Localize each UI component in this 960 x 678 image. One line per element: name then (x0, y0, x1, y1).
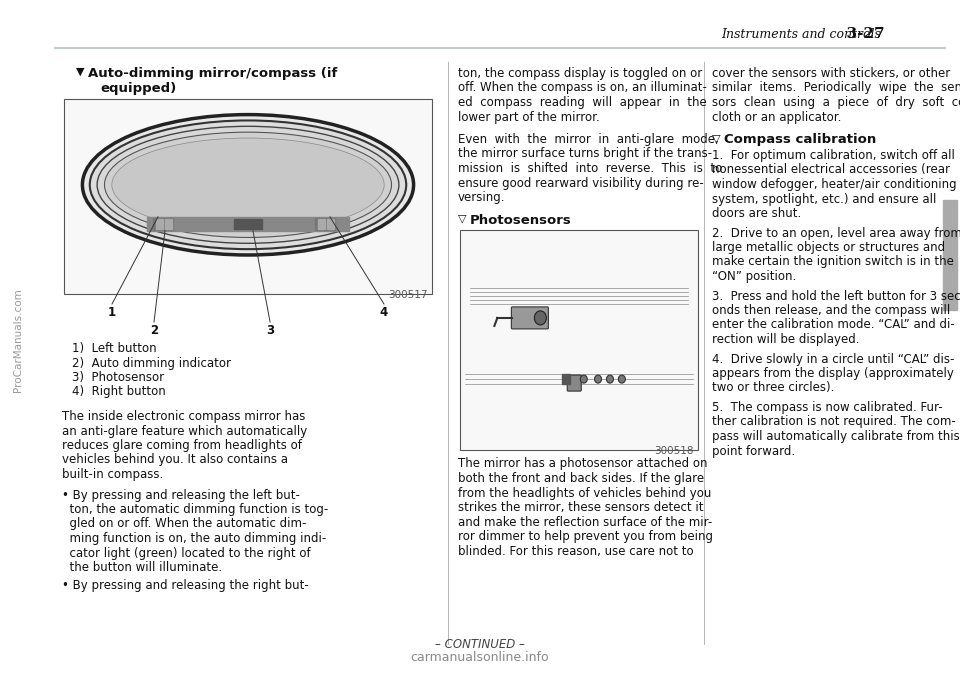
Text: mission  is  shifted  into  reverse.  This  is  to: mission is shifted into reverse. This is… (458, 162, 722, 175)
Text: 1.  For optimum calibration, switch off all: 1. For optimum calibration, switch off a… (712, 149, 955, 162)
Text: Compass calibration: Compass calibration (724, 133, 876, 146)
Text: The inside electronic compass mirror has: The inside electronic compass mirror has (62, 410, 305, 423)
Text: doors are shut.: doors are shut. (712, 207, 802, 220)
Text: nonessential electrical accessories (rear: nonessential electrical accessories (rea… (712, 163, 950, 176)
Ellipse shape (83, 115, 414, 255)
Text: 1)  Left button: 1) Left button (72, 342, 156, 355)
Text: • By pressing and releasing the right but-: • By pressing and releasing the right bu… (62, 580, 309, 593)
Text: built-in compass.: built-in compass. (62, 468, 163, 481)
Text: cover the sensors with stickers, or other: cover the sensors with stickers, or othe… (712, 67, 950, 80)
Bar (234, 219, 262, 228)
Ellipse shape (105, 132, 392, 237)
Bar (165, 219, 172, 228)
Text: 3)  Photosensor: 3) Photosensor (72, 371, 164, 384)
Text: the button will illuminate.: the button will illuminate. (62, 561, 222, 574)
Text: ther calibration is not required. The com-: ther calibration is not required. The co… (712, 416, 956, 428)
Text: 2: 2 (150, 324, 158, 337)
Text: 3: 3 (266, 324, 275, 337)
Bar (563, 374, 570, 384)
Ellipse shape (618, 375, 625, 383)
Text: versing.: versing. (458, 191, 506, 204)
Text: reduces glare coming from headlights of: reduces glare coming from headlights of (62, 439, 301, 452)
Text: ProCarManuals.com: ProCarManuals.com (13, 288, 23, 392)
Text: vehicles behind you. It also contains a: vehicles behind you. It also contains a (62, 454, 288, 466)
Text: 4)  Right button: 4) Right button (72, 386, 166, 399)
Text: the mirror surface turns bright if the trans-: the mirror surface turns bright if the t… (458, 148, 712, 161)
Text: rection will be displayed.: rection will be displayed. (712, 333, 859, 346)
Text: Instruments and controls: Instruments and controls (721, 28, 885, 41)
Text: 4.  Drive slowly in a circle until “CAL” dis-: 4. Drive slowly in a circle until “CAL” … (712, 353, 954, 365)
Bar (943, 200, 957, 310)
Text: make certain the ignition switch is in the: make certain the ignition switch is in t… (712, 256, 954, 268)
Text: equipped): equipped) (100, 82, 177, 95)
Text: window defogger, heater/air conditioning: window defogger, heater/air conditioning (712, 178, 956, 191)
Text: both the front and back sides. If the glare: both the front and back sides. If the gl… (458, 472, 704, 485)
Text: cloth or an applicator.: cloth or an applicator. (712, 111, 841, 123)
Text: similar  items.  Periodically  wipe  the  sen-: similar items. Periodically wipe the sen… (712, 81, 960, 94)
Text: – CONTINUED –: – CONTINUED – (435, 638, 525, 651)
Text: 2.  Drive to an open, level area away from: 2. Drive to an open, level area away fro… (712, 226, 960, 239)
Text: ror dimmer to help prevent you from being: ror dimmer to help prevent you from bein… (458, 530, 713, 543)
Bar (327, 219, 334, 228)
Text: lower part of the mirror.: lower part of the mirror. (458, 111, 600, 123)
Text: ming function is on, the auto dimming indi-: ming function is on, the auto dimming in… (62, 532, 326, 545)
Text: cator light (green) located to the right of: cator light (green) located to the right… (62, 546, 311, 559)
Text: an anti-glare feature which automatically: an anti-glare feature which automaticall… (62, 424, 307, 437)
Text: sors  clean  using  a  piece  of  dry  soft  cotton: sors clean using a piece of dry soft cot… (712, 96, 960, 109)
Bar (64, 99, 432, 294)
Ellipse shape (607, 375, 613, 383)
Text: onds then release, and the compass will: onds then release, and the compass will (712, 304, 950, 317)
Text: 300517: 300517 (389, 290, 428, 300)
Text: from the headlights of vehicles behind you: from the headlights of vehicles behind y… (458, 487, 711, 500)
Ellipse shape (97, 126, 399, 243)
Text: gled on or off. When the automatic dim-: gled on or off. When the automatic dim- (62, 517, 306, 530)
Text: ton, the automatic dimming function is tog-: ton, the automatic dimming function is t… (62, 503, 328, 516)
Text: • By pressing and releasing the left but-: • By pressing and releasing the left but… (62, 489, 300, 502)
Text: ▽: ▽ (712, 133, 721, 143)
Text: point forward.: point forward. (712, 445, 795, 458)
Text: 2)  Auto dimming indicator: 2) Auto dimming indicator (72, 357, 231, 370)
Bar (147, 217, 349, 231)
Bar (153, 218, 173, 230)
Text: strikes the mirror, these sensors detect it: strikes the mirror, these sensors detect… (458, 501, 704, 514)
Text: and make the reflection surface of the mir-: and make the reflection surface of the m… (458, 515, 712, 528)
Ellipse shape (111, 138, 384, 232)
Text: 3.  Press and hold the left button for 3 sec-: 3. Press and hold the left button for 3 … (712, 290, 960, 302)
Bar (318, 219, 324, 228)
Text: 1: 1 (108, 306, 116, 319)
Text: 4: 4 (380, 306, 388, 319)
Text: Photosensors: Photosensors (470, 214, 572, 226)
Ellipse shape (594, 375, 602, 383)
Ellipse shape (580, 375, 588, 383)
Text: Auto-dimming mirror/compass (if: Auto-dimming mirror/compass (if (88, 67, 337, 80)
Text: Even  with  the  mirror  in  anti-glare  mode,: Even with the mirror in anti-glare mode, (458, 133, 719, 146)
Text: “ON” position.: “ON” position. (712, 270, 796, 283)
Text: enter the calibration mode. “CAL” and di-: enter the calibration mode. “CAL” and di… (712, 319, 955, 332)
Text: system, spotlight, etc.) and ensure all: system, spotlight, etc.) and ensure all (712, 193, 936, 205)
FancyBboxPatch shape (567, 375, 581, 391)
Text: off. When the compass is on, an illuminat-: off. When the compass is on, an illumina… (458, 81, 707, 94)
Text: blinded. For this reason, use care not to: blinded. For this reason, use care not t… (458, 544, 694, 557)
Bar (315, 218, 335, 230)
Text: 300518: 300518 (655, 445, 694, 456)
Text: ed  compass  reading  will  appear  in  the: ed compass reading will appear in the (458, 96, 707, 109)
Text: The mirror has a photosensor attached on: The mirror has a photosensor attached on (458, 458, 708, 471)
FancyBboxPatch shape (512, 307, 548, 329)
Ellipse shape (89, 121, 406, 249)
Bar (156, 219, 163, 228)
Text: ton, the compass display is toggled on or: ton, the compass display is toggled on o… (458, 67, 703, 80)
Text: carmanualsonline.info: carmanualsonline.info (411, 651, 549, 664)
Text: 5.  The compass is now calibrated. Fur-: 5. The compass is now calibrated. Fur- (712, 401, 943, 414)
Ellipse shape (535, 311, 546, 325)
Text: two or three circles).: two or three circles). (712, 382, 834, 395)
Text: pass will automatically calibrate from this: pass will automatically calibrate from t… (712, 430, 960, 443)
Text: 3-27: 3-27 (647, 27, 885, 41)
Text: ▼: ▼ (76, 67, 84, 77)
Text: ensure good rearward visibility during re-: ensure good rearward visibility during r… (458, 176, 704, 189)
Text: ▽: ▽ (458, 214, 467, 224)
Bar (460, 229, 698, 450)
Text: large metallic objects or structures and: large metallic objects or structures and (712, 241, 946, 254)
Text: appears from the display (approximately: appears from the display (approximately (712, 367, 954, 380)
